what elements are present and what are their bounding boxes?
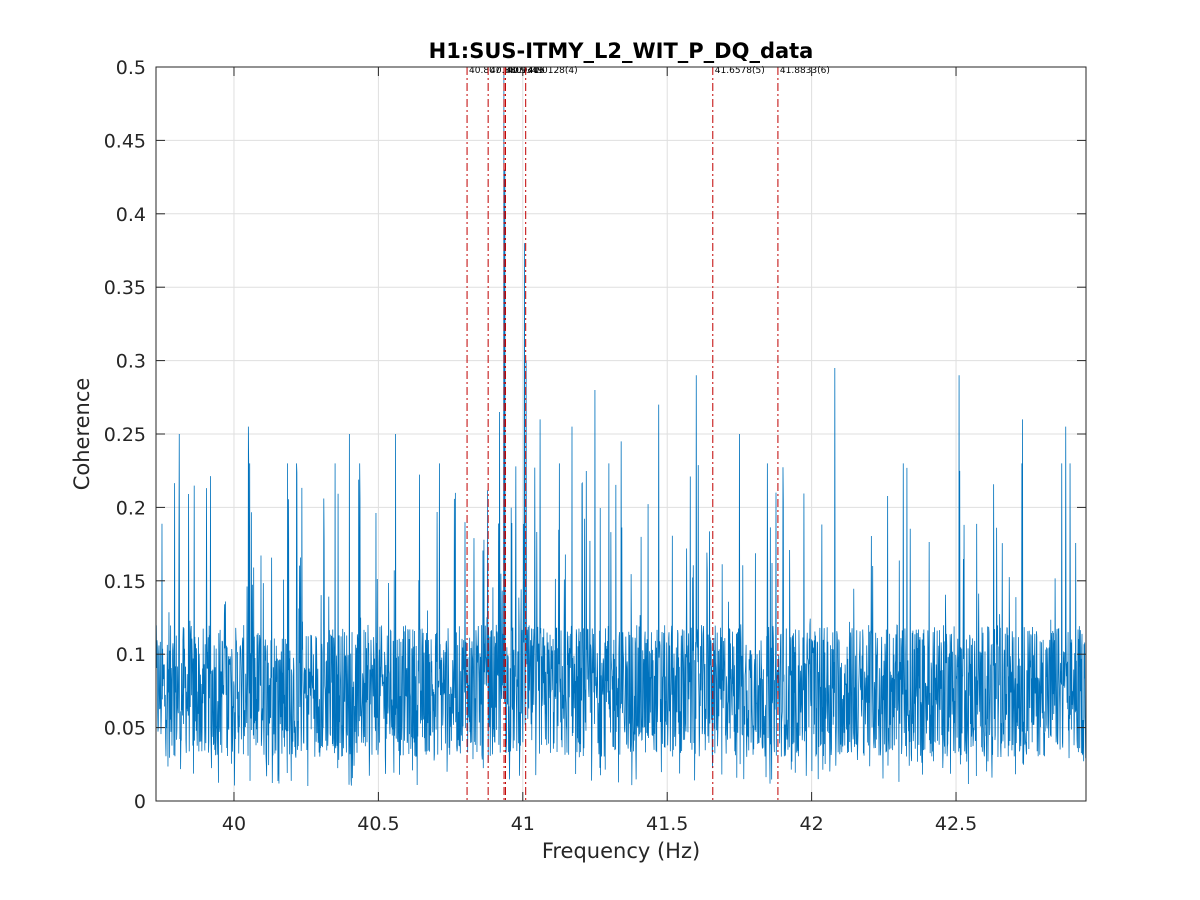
coherence-line xyxy=(155,66,1087,786)
x-tick-label: 42 xyxy=(800,813,824,835)
y-tick-label: 0.25 xyxy=(104,424,146,446)
chart-title: H1:SUS-ITMY_L2_WIT_P_DQ_data xyxy=(429,39,814,63)
y-tick-label: 0.05 xyxy=(104,718,146,740)
y-tick-label: 0.5 xyxy=(116,57,146,79)
y-tick-label: 0.15 xyxy=(104,571,146,593)
y-tick-label: 0.45 xyxy=(104,130,146,152)
y-tick-label: 0 xyxy=(134,791,146,813)
frequency-marker-label: 41.6578(5) xyxy=(715,66,765,76)
y-axis-label: Coherence xyxy=(70,378,94,491)
frequency-marker-label: 41.8833(6) xyxy=(780,66,830,76)
frequency-marker-label: 41.0128(4) xyxy=(528,66,578,76)
x-tick-label: 40 xyxy=(222,813,246,835)
y-tick-label: 0.2 xyxy=(116,497,146,519)
frequency-marker-label: 40.9349 xyxy=(506,66,543,76)
frequency-marker-label: 40.9406 xyxy=(507,66,544,76)
x-tick-label: 40.5 xyxy=(357,813,399,835)
y-tick-label: 0.4 xyxy=(116,204,146,226)
axis-ticks: 40 40.5 41 41.5 42 42.5 0 0.05 0.1 0.15 0.2 0.25 0.3… xyxy=(104,57,1086,835)
x-tick-label: 41.5 xyxy=(646,813,688,835)
x-tick-label: 42.5 xyxy=(935,813,977,835)
x-axis-label: Frequency (Hz) xyxy=(542,839,700,863)
y-tick-label: 0.3 xyxy=(116,351,146,373)
frequency-marker-label: 40.807 xyxy=(469,66,501,76)
y-tick-label: 0.35 xyxy=(104,277,146,299)
x-tick-label: 41 xyxy=(511,813,535,835)
frequency-marker-label: 40.8807 xyxy=(490,66,527,76)
y-tick-label: 0.1 xyxy=(116,644,146,666)
coherence-series xyxy=(155,66,1087,786)
